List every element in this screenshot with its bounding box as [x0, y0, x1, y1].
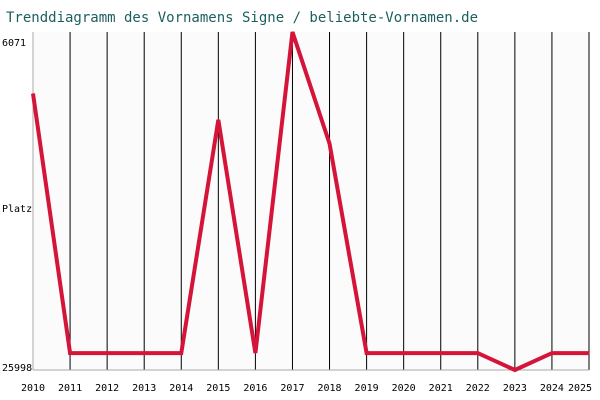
- data-point-2019: [366, 352, 368, 354]
- data-point-2012: [106, 352, 108, 354]
- x-tick-2023: 2023: [503, 383, 527, 394]
- data-point-2017: [291, 31, 293, 33]
- data-point-2013: [143, 352, 145, 354]
- x-tick-2011: 2011: [58, 383, 82, 394]
- data-point-2021: [440, 352, 442, 354]
- data-point-2024: [551, 352, 553, 354]
- vertical-gridlines: [69, 32, 590, 370]
- data-point-2015: [217, 119, 219, 121]
- x-tick-2022: 2022: [466, 383, 490, 394]
- y-bottom-label: 25998: [2, 363, 32, 374]
- data-point-2010: [32, 93, 34, 95]
- data-point-2022: [477, 352, 479, 354]
- x-tick-2025: 2025: [568, 383, 592, 394]
- x-tick-2013: 2013: [132, 383, 156, 394]
- x-tick-2014: 2014: [169, 383, 193, 394]
- data-point-2016: [254, 352, 256, 354]
- x-tick-2016: 2016: [243, 383, 267, 394]
- data-point-2023: [514, 369, 516, 371]
- x-tick-2012: 2012: [95, 383, 119, 394]
- data-point-2020: [403, 352, 405, 354]
- x-tick-2020: 2020: [392, 383, 416, 394]
- chart-title: Trenddiagramm des Vornamens Signe / beli…: [6, 10, 478, 26]
- series-lines: [31, 31, 590, 373]
- x-tick-2018: 2018: [317, 383, 341, 394]
- x-tick-2019: 2019: [355, 383, 379, 394]
- x-tick-2017: 2017: [280, 383, 304, 394]
- series-line-0: [31, 31, 589, 373]
- x-tick-2021: 2021: [429, 383, 453, 394]
- y-axis-label: Platz: [2, 204, 32, 215]
- data-point-2025: [588, 352, 590, 354]
- data-point-2011: [69, 352, 71, 354]
- x-tick-2010: 2010: [21, 383, 45, 394]
- data-point-2018: [329, 143, 331, 145]
- x-tick-2024: 2024: [540, 383, 564, 394]
- x-tick-2015: 2015: [206, 383, 230, 394]
- y-top-label: 6071: [2, 38, 26, 49]
- data-point-2014: [180, 352, 182, 354]
- x-tick-labels: 2010 2011 2012 2013 2014 2015 2016 2017 2018 2019…: [21, 383, 592, 394]
